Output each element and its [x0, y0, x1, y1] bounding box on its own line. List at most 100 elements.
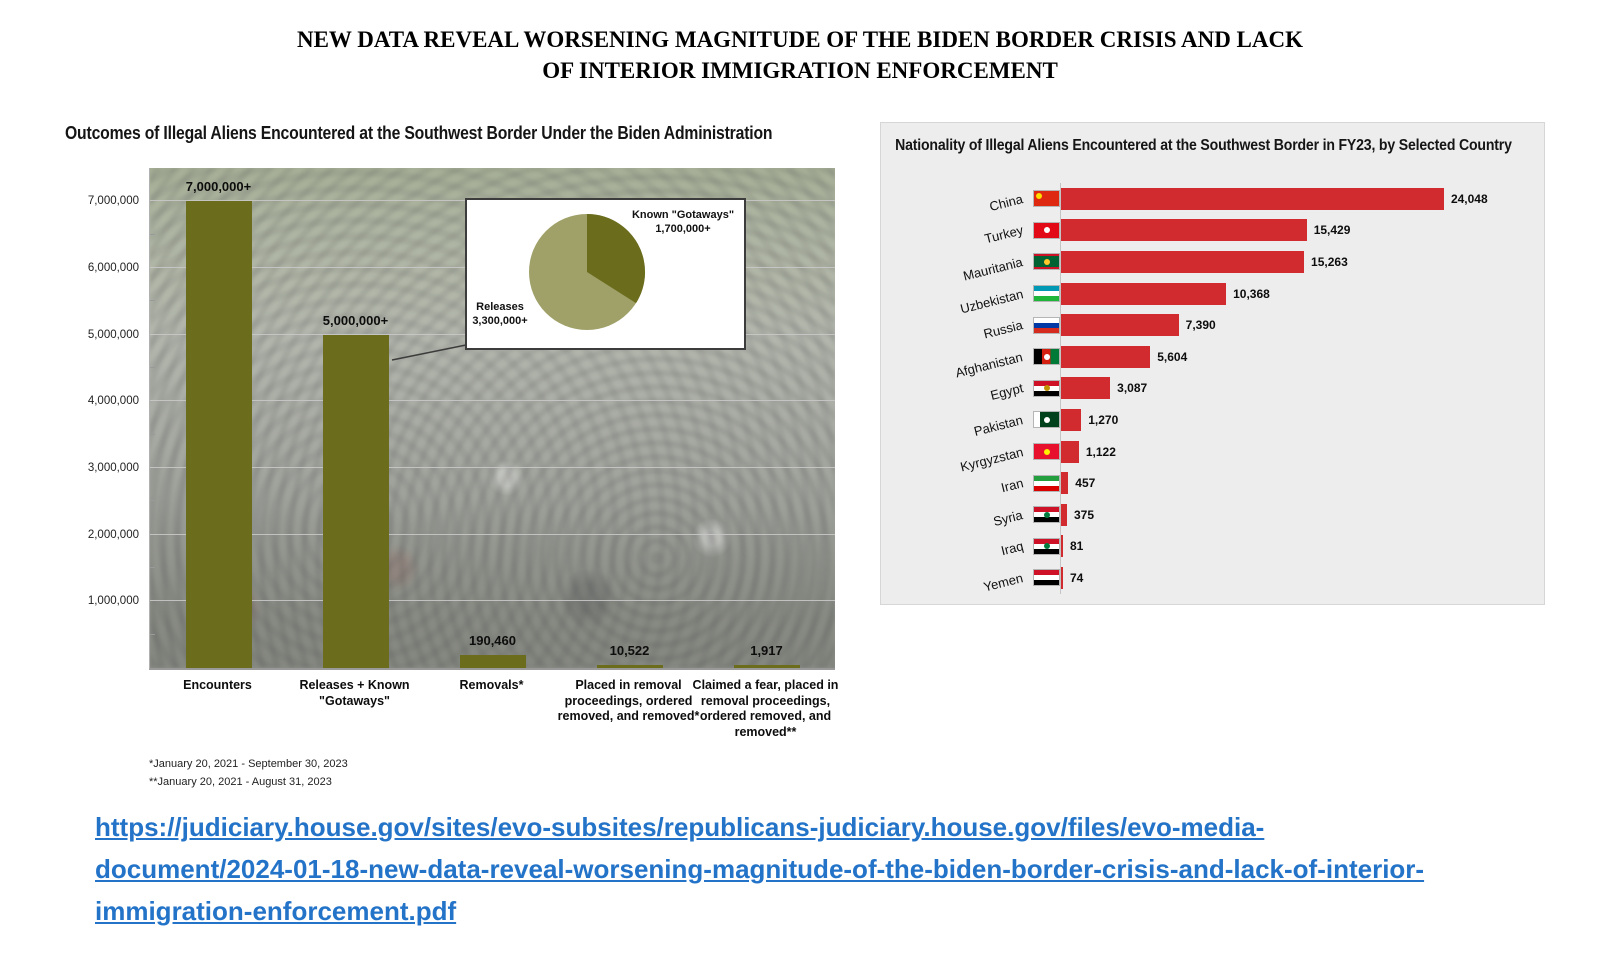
- country-label: China: [895, 190, 1033, 214]
- bar-value-label: 1,122: [1085, 444, 1116, 459]
- country-label: Iraq: [895, 537, 1033, 559]
- bar-track: 15,263: [1060, 246, 1528, 278]
- minor-tick: [150, 633, 155, 635]
- bar-value-label: 24,048: [1450, 191, 1488, 206]
- bar-value-label: 10,522: [609, 643, 650, 658]
- country-label: Kyrgyzstan: [895, 443, 1033, 474]
- bar-value-label: 375: [1073, 507, 1094, 522]
- country-row: Uzbekistan 10,368: [895, 277, 1528, 316]
- country-row: Afghanistan 5,604: [895, 340, 1528, 380]
- bar: [1061, 566, 1063, 589]
- outcomes-chart: Outcomes of Illegal Aliens Encountered a…: [65, 122, 840, 791]
- country-label-text: Russia: [982, 317, 1025, 342]
- bar-value-label: 1,917: [750, 643, 783, 658]
- bar: [1061, 187, 1444, 210]
- bar-value-label: 1,270: [1088, 412, 1119, 427]
- country-label: Mauritania: [895, 253, 1033, 283]
- country-row: Syria 375: [895, 498, 1528, 531]
- bar-track: 7,390: [1060, 309, 1528, 341]
- bar-track: 81: [1060, 530, 1528, 563]
- bar: [459, 655, 526, 668]
- flag-syria-icon: [1033, 506, 1060, 524]
- pie-label-releases-name: Releases: [476, 301, 524, 313]
- nationality-chart: Nationality of Illegal Aliens Encountere…: [880, 122, 1545, 605]
- bar-track: 457: [1060, 467, 1528, 499]
- pie-label-releases: Releases 3,300,000+: [469, 300, 531, 329]
- flag-emblem: [1043, 511, 1050, 518]
- footnote-1: *January 20, 2021 - September 30, 2023: [149, 758, 348, 770]
- bar-track: 5,604: [1060, 340, 1528, 373]
- country-label-text: Iraq: [999, 538, 1025, 559]
- flag-emblem: [1043, 385, 1050, 392]
- flag-yemen-icon: [1033, 569, 1060, 587]
- outcomes-footnotes: *January 20, 2021 - September 30, 2023 *…: [149, 756, 840, 791]
- pie-wedge: [587, 213, 646, 304]
- bar-track: 15,429: [1060, 214, 1528, 247]
- bar-track: 1,122: [1060, 435, 1528, 468]
- country-label-text: Turkey: [982, 222, 1025, 247]
- x-axis-label: Removals*: [459, 678, 524, 692]
- country-label: Turkey: [895, 221, 1033, 247]
- flag-emblem: [1036, 193, 1042, 200]
- bar-value-label: 15,263: [1311, 254, 1348, 269]
- country-label: Afghanistan: [895, 348, 1033, 380]
- bar: [1061, 282, 1227, 305]
- country-label-text: Iran: [999, 475, 1025, 496]
- flag-emblem: [1043, 227, 1050, 234]
- minor-tick: [150, 233, 155, 235]
- outcomes-y-axis: 1,000,000 2,000,000 3,000,000 4,000,000 5,00…: [65, 168, 149, 668]
- flag-turkey-icon: [1033, 221, 1060, 239]
- bar: [1061, 440, 1079, 463]
- flag-emblem: [1043, 448, 1050, 455]
- country-label: Syria: [895, 506, 1033, 529]
- source-link[interactable]: https://judiciary.house.gov/sites/evo-su…: [95, 812, 1425, 926]
- y-tick-label: 3,000,000: [87, 462, 139, 474]
- y-tick-label: 2,000,000: [87, 528, 139, 541]
- page-title: NEW DATA REVEAL WORSENING MAGNITUDE OF T…: [0, 24, 1600, 86]
- x-axis-label: Claimed a fear, placed in removal procee…: [692, 678, 839, 739]
- outcomes-plot: Known "Gotaways" 1,700,000+ Releases 3,3…: [149, 168, 835, 670]
- bar-value-label: 74: [1070, 570, 1084, 585]
- pie-label-gotaways: Known "Gotaways" 1,700,000+: [626, 208, 740, 237]
- bar-value-label: 190,460: [469, 633, 516, 649]
- country-row: Egypt 3,087: [895, 372, 1528, 405]
- bar-value-label: 3,087: [1117, 381, 1148, 396]
- flag-mauritania-icon: [1033, 253, 1060, 271]
- footnote-2: **January 20, 2021 - August 31, 2023: [149, 775, 332, 788]
- bar: [1061, 503, 1067, 526]
- country-label: Egypt: [895, 379, 1033, 404]
- gridline: [150, 400, 835, 402]
- y-tick-label: 5,000,000: [87, 328, 139, 341]
- x-axis-label: Releases + Known "Gotaways": [299, 678, 410, 708]
- bar-track: 74: [1060, 562, 1528, 594]
- bar-value-label: 10,368: [1233, 286, 1270, 301]
- bar: [1061, 408, 1082, 431]
- minor-tick: [150, 567, 155, 568]
- country-label-text: Syria: [992, 507, 1025, 529]
- bar-value-label: 15,429: [1313, 223, 1351, 238]
- x-axis-label: Placed in removal proceedings, ordered r…: [557, 678, 700, 724]
- pie-label-gotaways-name: Known "Gotaways": [631, 209, 735, 221]
- nationality-chart-title: Nationality of Illegal Aliens Encountere…: [895, 137, 1512, 154]
- outcomes-x-axis: Encounters Releases + Known "Gotaways" Rem…: [149, 670, 838, 756]
- y-tick-label: 4,000,000: [87, 395, 139, 408]
- bar: [1061, 535, 1063, 558]
- pie-label-gotaways-value: 1,700,000+: [655, 223, 711, 236]
- minor-tick: [150, 500, 155, 502]
- flag-egypt-icon: [1033, 379, 1060, 397]
- outcomes-chart-body: 1,000,000 2,000,000 3,000,000 4,000,000 5,00…: [65, 168, 840, 670]
- flag-china-icon: [1033, 190, 1060, 208]
- flag-emblem: [1043, 543, 1050, 550]
- country-row: Kyrgyzstan 1,122: [895, 435, 1528, 474]
- country-row: Turkey 15,429: [895, 214, 1528, 247]
- flag-russia-icon: [1033, 316, 1060, 334]
- outcomes-chart-title: Outcomes of Illegal Aliens Encountered a…: [65, 122, 773, 143]
- country-label: Yemen: [895, 569, 1033, 594]
- minor-tick: [150, 433, 155, 435]
- country-label-text: Egypt: [988, 380, 1025, 404]
- bar: [1061, 345, 1151, 368]
- gridline: [150, 600, 835, 602]
- flag-emblem: [1043, 416, 1050, 423]
- country-row: Mauritania 15,263: [895, 246, 1528, 283]
